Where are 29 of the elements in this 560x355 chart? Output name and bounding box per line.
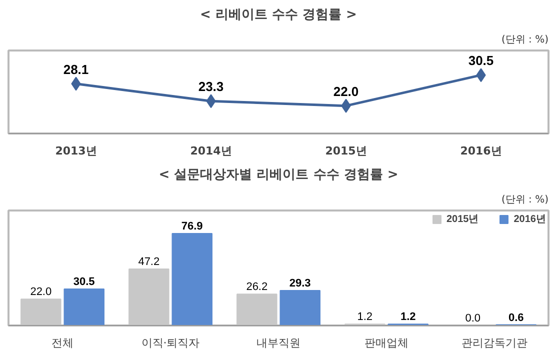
data-label: 0.0 (465, 312, 481, 324)
data-label: 22.0 (333, 84, 359, 99)
data-label: 29.3 (289, 277, 311, 290)
data-label: 30.5 (468, 53, 494, 68)
x-tick-label: 2016년 (460, 144, 502, 158)
x-tick-label: 이직·퇴직자 (141, 336, 200, 350)
text: (단위 : %) (501, 194, 549, 206)
data-label: 26.2 (246, 281, 268, 294)
x-tick-label: 판매업체 (364, 336, 408, 350)
x-tick-label: 2014년 (190, 144, 232, 158)
data-label: 76.9 (181, 220, 203, 232)
data-label: 23.3 (198, 79, 224, 94)
data-label: 0.6 (508, 312, 524, 324)
data-label: 28.1 (63, 62, 89, 77)
data-label: 22.0 (30, 286, 52, 298)
data-label: 1.2 (400, 311, 416, 324)
legend-label: 2015년 (446, 213, 479, 226)
x-tick-label: 관리감독기관 (462, 336, 528, 350)
x-tick-label: 내부직원 (256, 336, 300, 350)
data-label: 47.2 (138, 256, 160, 268)
x-tick-label: 2015년 (325, 144, 367, 158)
x-tick-label: 전체 (52, 336, 74, 350)
legend-label: 2016년 (514, 213, 546, 226)
text: (단위 : %) (501, 34, 549, 46)
data-label: 1.2 (357, 311, 373, 324)
chart-title: < 리베이트 수수 경험률 > (200, 8, 357, 22)
data-label: 30.5 (73, 276, 95, 288)
x-tick-label: 2013년 (55, 144, 97, 158)
chart-title: < 설문대상자별 리베이트 수수 경험률 > (158, 168, 398, 182)
